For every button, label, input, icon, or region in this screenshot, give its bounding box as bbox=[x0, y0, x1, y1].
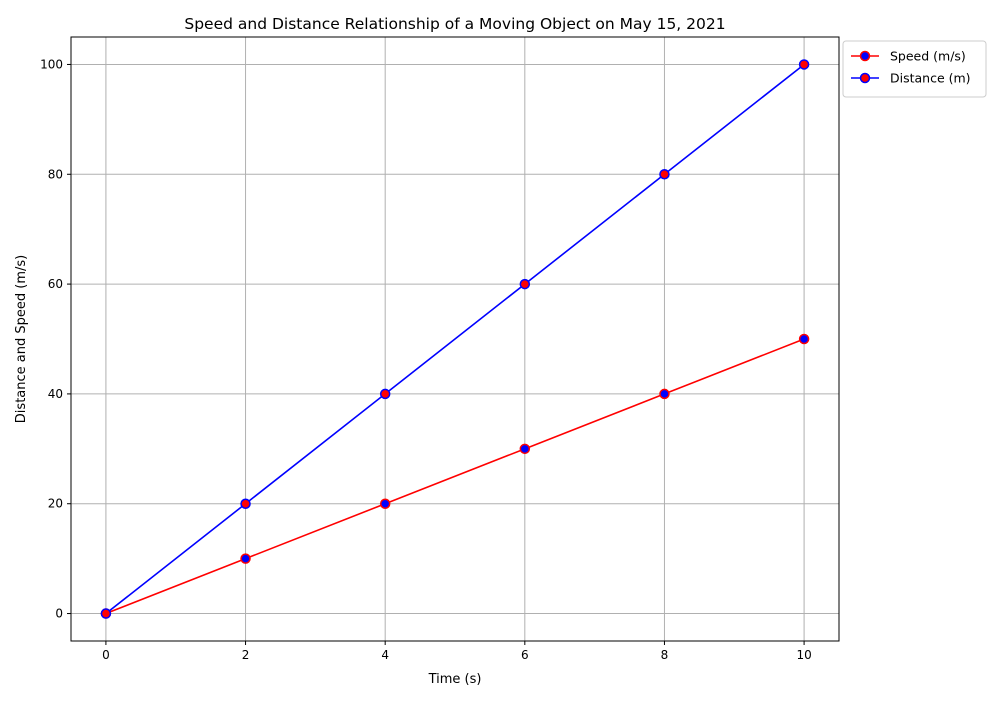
x-tick-label-2: 4 bbox=[381, 648, 389, 662]
data-point-distance-m-1 bbox=[240, 498, 251, 509]
x-axis-label: Time (s) bbox=[428, 672, 482, 687]
data-point-distance-m-2 bbox=[379, 388, 391, 400]
data-point-speed-m-s-5 bbox=[798, 333, 810, 345]
x-tick-label-3: 6 bbox=[521, 648, 529, 662]
y-tick-label-3: 60 bbox=[48, 277, 63, 291]
legend-box bbox=[842, 40, 987, 98]
x-tick-label-4: 8 bbox=[661, 648, 669, 662]
data-point-distance-m-4 bbox=[659, 169, 670, 180]
y-tick-label-1: 20 bbox=[48, 497, 63, 511]
series-line-speed-m-s bbox=[105, 338, 805, 615]
legend-marker-speed-m-s bbox=[859, 50, 871, 62]
y-tick-label-2: 40 bbox=[48, 387, 63, 401]
x-tick-label-0: 0 bbox=[102, 648, 110, 662]
x-tick-label-5: 10 bbox=[796, 648, 811, 662]
y-axis-label: Distance and Speed (m/s) bbox=[14, 255, 29, 423]
data-point-distance-m-0 bbox=[100, 608, 112, 619]
legend-label-speed-m-s: Speed (m/s) bbox=[890, 49, 966, 64]
data-point-speed-m-s-3 bbox=[519, 443, 531, 455]
data-point-distance-m-3 bbox=[519, 278, 531, 290]
series-distance-m bbox=[100, 59, 810, 619]
legend-marker-distance-m bbox=[859, 72, 871, 84]
y-tick-label-4: 80 bbox=[48, 167, 63, 181]
x-tick-label-1: 2 bbox=[242, 648, 250, 662]
y-tick-label-5: 100 bbox=[40, 57, 63, 71]
data-point-speed-m-s-2 bbox=[379, 498, 391, 509]
plot-area-frame bbox=[70, 36, 840, 642]
legend: Speed (m/s) Distance (m) bbox=[842, 40, 987, 98]
data-point-speed-m-s-4 bbox=[659, 388, 670, 400]
data-point-speed-m-s-1 bbox=[240, 553, 251, 564]
y-tick-label-0: 0 bbox=[55, 607, 63, 621]
series-line-distance-m bbox=[105, 63, 805, 615]
series-layer bbox=[100, 59, 810, 619]
data-point-distance-m-5 bbox=[798, 59, 810, 70]
legend-label-distance-m: Distance (m) bbox=[890, 71, 971, 86]
chart-title: Speed and Distance Relationship of a Mov… bbox=[184, 15, 725, 33]
